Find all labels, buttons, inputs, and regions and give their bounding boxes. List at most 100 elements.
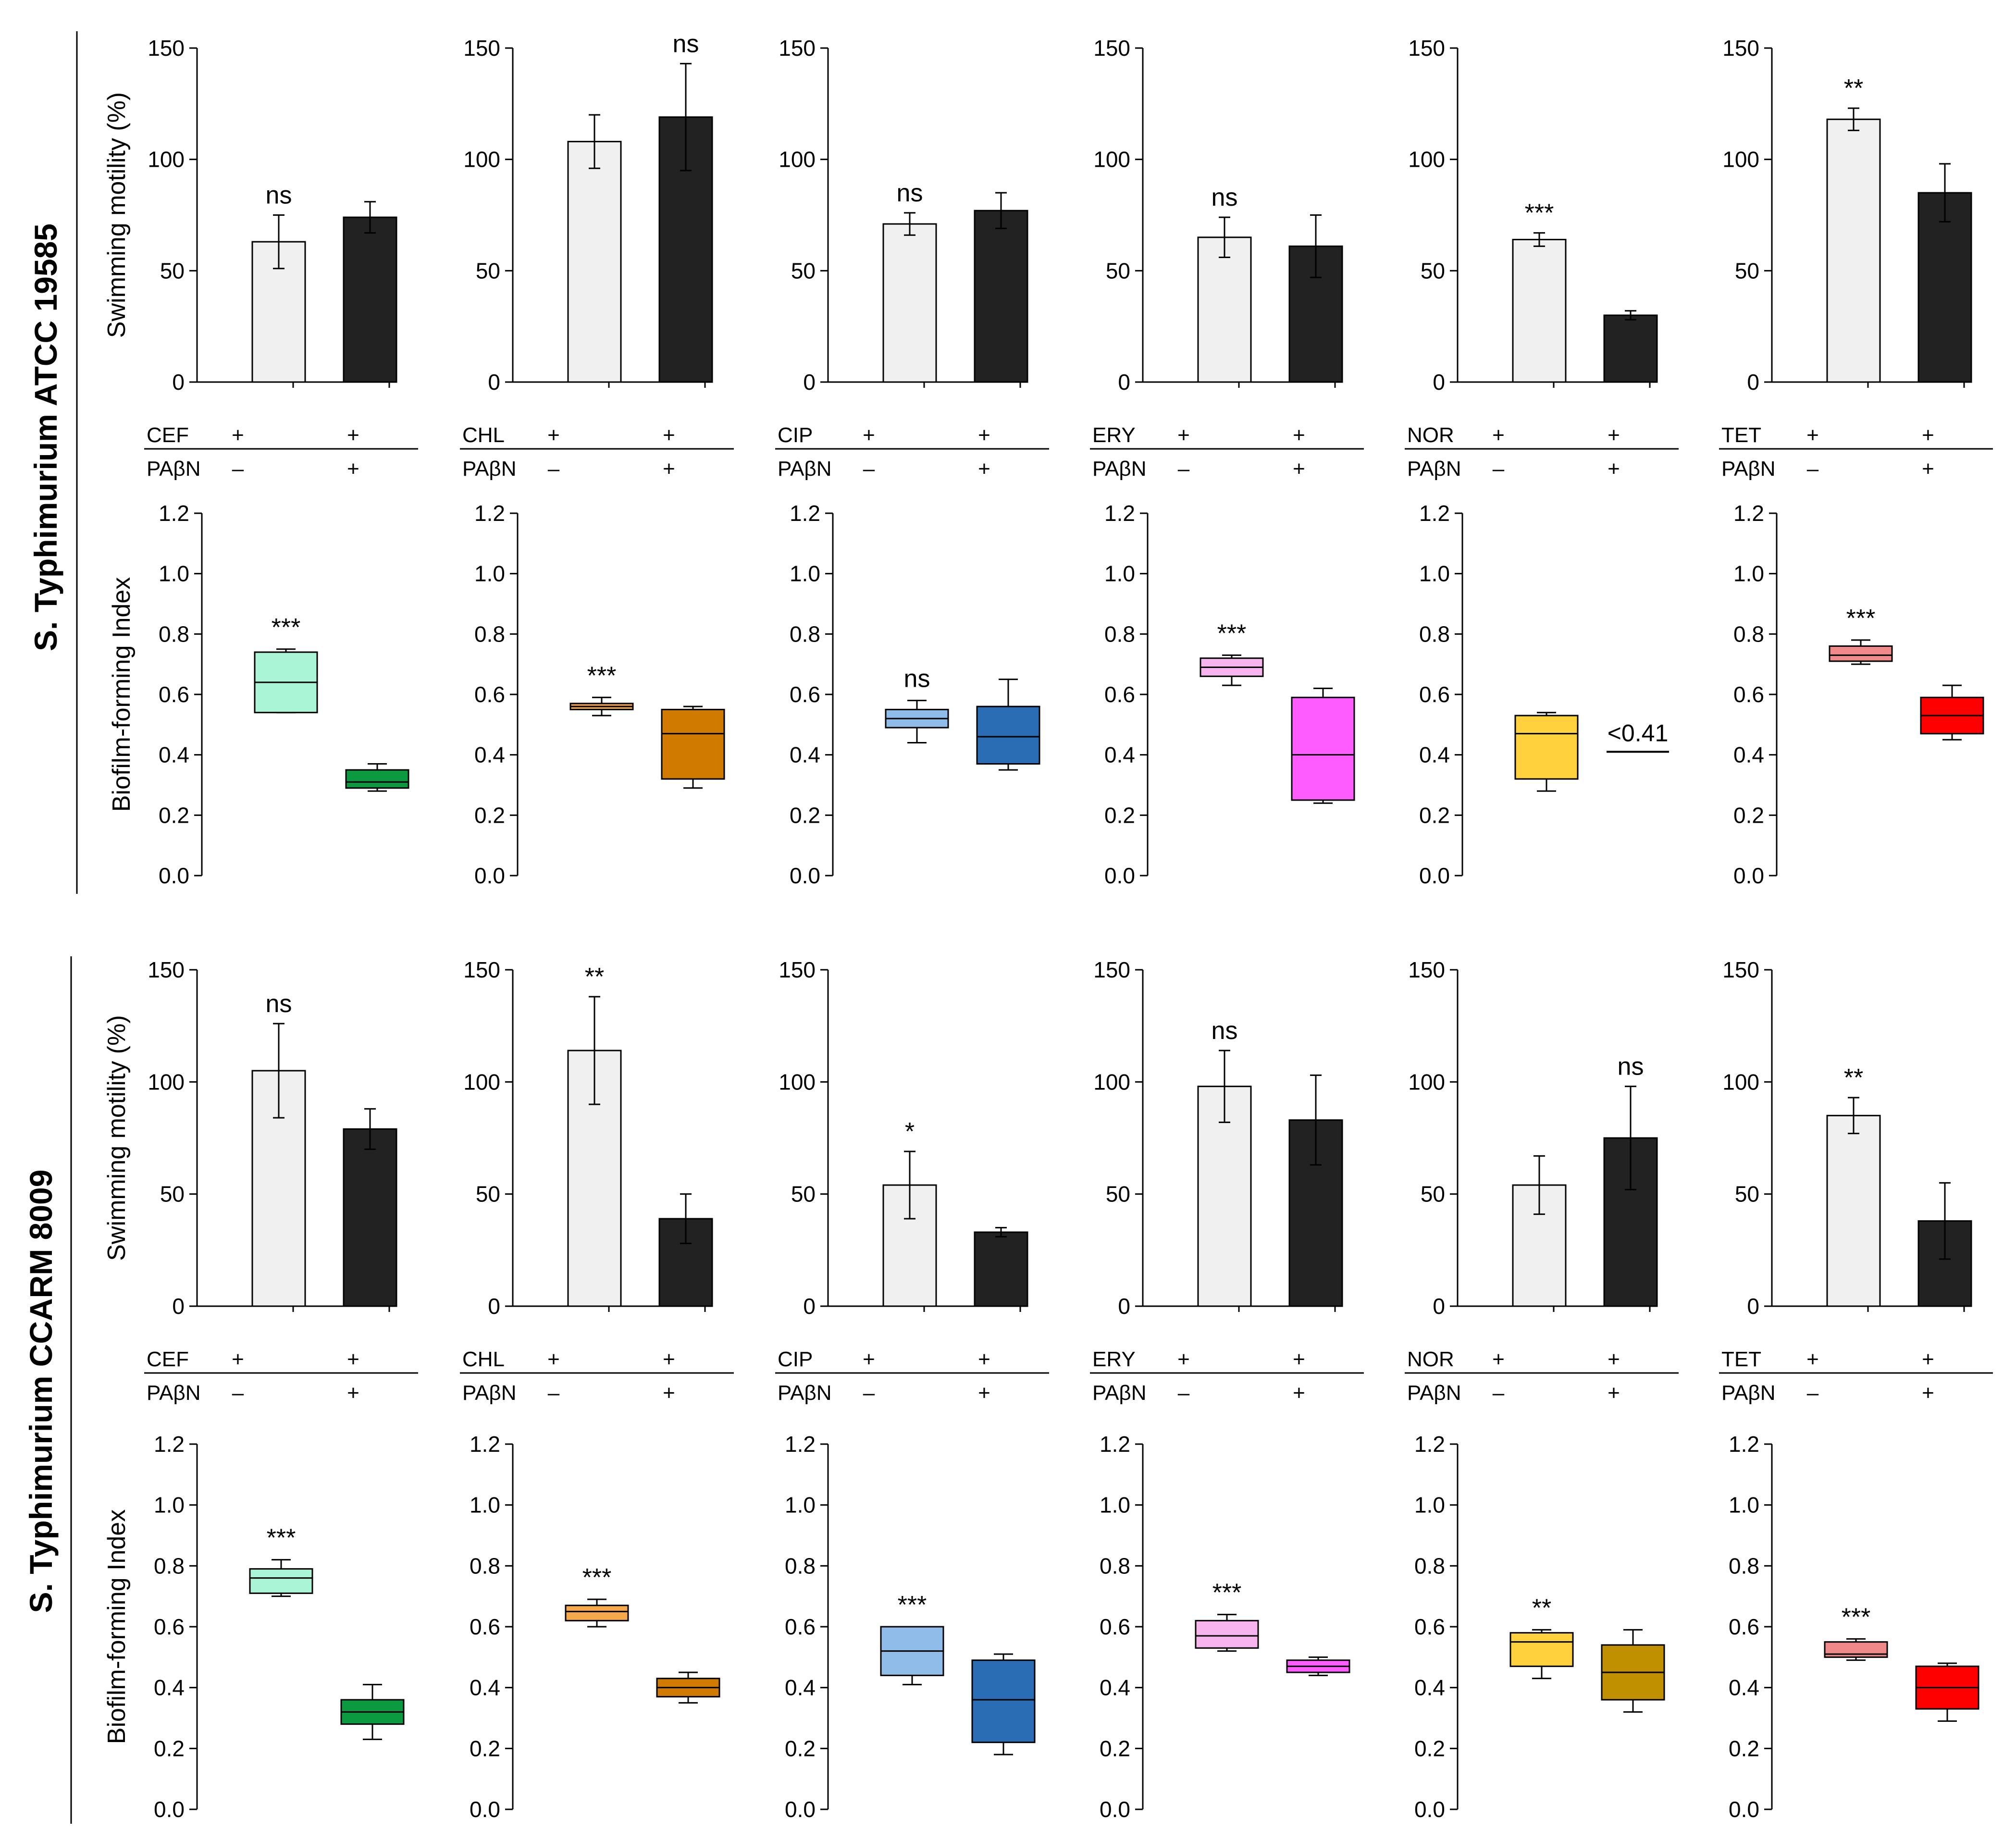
bio-ccarm-cip-ytick-label: 0.6: [785, 1614, 816, 1639]
bio-atcc-ery-box-with-pabn: [1291, 696, 1355, 801]
swim-ccarm-cef-y-title: Swimming motility (%): [103, 1015, 131, 1261]
swim-atcc-nor-abx-present-2: +: [1608, 423, 1620, 447]
swim-ccarm-ery-ytick-label: 50: [1106, 1182, 1130, 1207]
bio-ccarm-chl-ytick-label: 0.0: [470, 1797, 500, 1822]
bio-atcc-cip-ytick-label: 0.2: [790, 803, 820, 828]
swim-atcc-tet-ytick-label: 150: [1722, 36, 1759, 61]
swim-atcc-tet-inhibitor-label: PAβN: [1721, 457, 1776, 481]
bio-ccarm-nor-ytick-label: 0.2: [1414, 1736, 1445, 1761]
swim-ccarm-cef-ytick-label: 150: [148, 957, 185, 982]
bio-ccarm-tet-ytick-label: 0.4: [1729, 1675, 1759, 1700]
swim-ccarm-tet-ytick-label: 100: [1722, 1069, 1759, 1094]
bio-atcc-cef-box-with-pabn: [345, 769, 409, 789]
bio-ccarm-cip-significance: ***: [898, 1591, 927, 1619]
bio-atcc-cef-ytick-label: 0.6: [159, 682, 189, 707]
bio-atcc-cef-ytick-label: 0.4: [159, 742, 189, 767]
bio-ccarm-cef-ytick-label: 0.0: [154, 1797, 185, 1822]
swim-ccarm-cip-ytick-label: 150: [779, 957, 816, 982]
bio-ccarm-cef-significance: ***: [267, 1524, 296, 1552]
bio-ccarm-cef-ytick-label: 1.0: [154, 1493, 185, 1518]
strain-label-ccarm: S. Typhimurium CCARM 8009: [23, 1170, 59, 1613]
bio-ccarm-ery-ytick-label: 0.6: [1100, 1614, 1130, 1639]
swim-ccarm-nor-ytick-label: 100: [1408, 1069, 1445, 1094]
swim-atcc-nor-bar-with-pabn: [1603, 314, 1658, 383]
swim-ccarm-cef-bar-with-pabn: [343, 1128, 397, 1307]
swim-atcc-cip-significance: ns: [897, 179, 923, 207]
swim-ccarm-ery-ytick-label: 100: [1093, 1069, 1130, 1094]
swim-ccarm-chl-inhibitor-present: +: [663, 1381, 675, 1405]
swim-atcc-ery-inhibitor-present: +: [1293, 457, 1305, 481]
bio-atcc-cef-ytick-label: 1.2: [159, 501, 189, 526]
swim-atcc-ery-abx-present-2: +: [1293, 423, 1305, 447]
swim-atcc-cef-abx-present-2: +: [347, 423, 359, 447]
swim-ccarm-cip-significance: *: [905, 1118, 915, 1146]
swim-atcc-tet-abx-present-2: +: [1922, 423, 1934, 447]
bio-atcc-cef-y-title: Biofilm-forming Index: [108, 577, 136, 812]
swim-atcc-cef-ytick-label: 50: [160, 258, 185, 283]
swim-atcc-cip-inhibitor-label: PAβN: [778, 457, 832, 481]
bio-ccarm-nor-ytick-label: 1.2: [1414, 1432, 1445, 1457]
swim-ccarm-nor-inhibitor-present: +: [1608, 1381, 1620, 1405]
swim-ccarm-ery-abx-present-2: +: [1293, 1348, 1305, 1371]
bio-atcc-cip-ytick-label: 1.2: [790, 501, 820, 526]
swim-ccarm-tet-ytick-label: 50: [1735, 1182, 1759, 1207]
swim-ccarm-chl-ytick-label: 150: [463, 957, 500, 982]
swim-atcc-cip-bar-with-pabn: [974, 210, 1028, 383]
bio-ccarm-ery-ytick-label: 0.8: [1100, 1553, 1130, 1578]
swim-ccarm-chl-ytick-label: 50: [476, 1182, 500, 1207]
swim-ccarm-tet-inhibitor-absent: –: [1807, 1381, 1819, 1405]
swim-ccarm-ery-inhibitor-label: PAβN: [1092, 1381, 1147, 1405]
swim-atcc-chl-ytick-label: 100: [463, 147, 500, 172]
swim-ccarm-nor-abx-present-1: +: [1492, 1348, 1505, 1371]
swim-ccarm-cip-abx-present-2: +: [978, 1348, 990, 1371]
swim-atcc-chl-abx-present-2: +: [663, 423, 675, 447]
swim-atcc-cef-significance: ns: [266, 182, 292, 210]
bio-atcc-cip-ytick-label: 0.6: [790, 682, 820, 707]
swim-atcc-tet-ytick-label: 100: [1722, 147, 1759, 172]
bio-atcc-tet-box-without-pabn: [1829, 645, 1893, 662]
bio-atcc-tet-ytick-label: 0.6: [1733, 682, 1764, 707]
bio-atcc-nor-ytick-label: 0.0: [1419, 863, 1450, 888]
bio-ccarm-cef-ytick-label: 0.2: [154, 1736, 185, 1761]
swim-ccarm-cef-antibiotic-label: CEF: [147, 1348, 189, 1371]
swim-ccarm-tet-inhibitor-label: PAβN: [1721, 1381, 1776, 1405]
bio-ccarm-nor-ytick-label: 1.0: [1414, 1493, 1445, 1518]
bio-atcc-ery-ytick-label: 0.8: [1104, 621, 1135, 646]
swim-atcc-cip-ytick-label: 150: [779, 36, 816, 61]
swim-atcc-tet-inhibitor-present: +: [1922, 457, 1934, 481]
swim-ccarm-nor-significance: ns: [1618, 1053, 1644, 1081]
swim-ccarm-ery-significance: ns: [1212, 1017, 1238, 1045]
bio-atcc-nor-ytick-label: 1.0: [1419, 561, 1450, 586]
bio-atcc-chl-significance: ***: [587, 662, 617, 690]
swim-atcc-nor-ytick-label: 150: [1408, 36, 1445, 61]
swim-ccarm-cef-abx-present-2: +: [347, 1348, 359, 1371]
bio-atcc-chl-box-with-pabn: [661, 708, 725, 780]
bio-atcc-cef-ytick-label: 0.8: [159, 621, 189, 646]
swim-ccarm-cef-abx-present-1: +: [232, 1348, 244, 1371]
bio-ccarm-chl-box-without-pabn: [565, 1605, 629, 1621]
bio-atcc-chl-ytick-label: 0.4: [474, 742, 505, 767]
swim-atcc-cef-ytick-label: 150: [148, 36, 185, 61]
swim-atcc-nor-ytick-label: 100: [1408, 147, 1445, 172]
bio-ccarm-tet-ytick-label: 1.0: [1729, 1493, 1759, 1518]
swim-atcc-chl-significance: ns: [673, 30, 699, 58]
swim-atcc-cip-abx-present-2: +: [978, 423, 990, 447]
swim-ccarm-ery-abx-present-1: +: [1177, 1348, 1190, 1371]
swim-ccarm-cip-bar-with-pabn: [974, 1231, 1028, 1307]
swim-atcc-ery-ytick-label: 50: [1106, 258, 1130, 283]
swim-ccarm-nor-ytick-label: 50: [1421, 1182, 1445, 1207]
swim-ccarm-ery-ytick-label: 150: [1093, 957, 1130, 982]
swim-ccarm-tet-abx-present-1: +: [1806, 1348, 1819, 1371]
bio-ccarm-tet-ytick-label: 0.2: [1729, 1736, 1759, 1761]
swim-atcc-chl-ytick-label: 0: [488, 370, 500, 395]
bio-ccarm-chl-ytick-label: 0.8: [470, 1553, 500, 1578]
swim-ccarm-chl-abx-present-2: +: [663, 1348, 675, 1371]
bio-ccarm-ery-ytick-label: 1.0: [1100, 1493, 1130, 1518]
swim-ccarm-nor-inhibitor-absent: –: [1493, 1381, 1505, 1405]
swim-ccarm-chl-ytick-label: 100: [463, 1069, 500, 1094]
bio-atcc-ery-ytick-label: 1.2: [1104, 501, 1135, 526]
bio-ccarm-ery-significance: ***: [1212, 1579, 1242, 1607]
bio-ccarm-tet-box-without-pabn: [1824, 1641, 1888, 1658]
swim-atcc-cip-ytick-label: 100: [779, 147, 816, 172]
